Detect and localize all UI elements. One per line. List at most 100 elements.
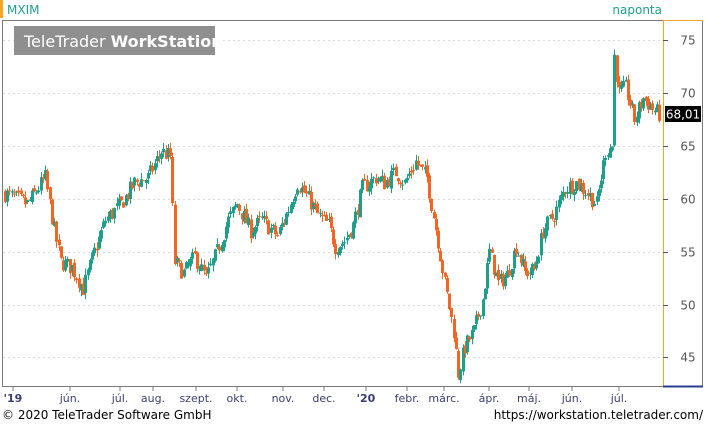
candle-up [270,227,273,233]
candle-down [131,182,134,189]
candle-down [245,208,248,224]
candle-up [600,180,603,189]
candle-up [113,208,116,219]
candle-up [593,203,596,207]
candle-down [477,313,480,317]
candle-up [529,272,532,274]
candle-up [281,223,284,227]
candle-up [183,269,186,277]
candle-down [493,254,496,275]
candle-up [471,330,474,340]
candle-up [198,269,201,271]
candle-down [62,260,65,271]
candle-up [392,167,395,170]
candle-down [194,251,197,254]
candle-up [486,262,489,289]
candle-up [598,189,601,197]
candle-down [151,165,154,172]
candle-down [265,216,268,220]
candle-up [609,148,612,158]
candle-up [517,255,520,257]
candle-up [555,206,558,220]
candle-down [241,213,244,220]
candle-up [232,206,235,214]
candle-up [53,222,56,226]
candle-up [236,204,239,208]
candle-up [511,268,514,278]
candle-up [31,190,34,203]
candle-up [372,177,375,179]
candle-down [397,178,400,182]
candle-up [191,252,194,259]
candle-down [305,191,308,194]
candle-down [334,244,337,255]
candle-up [145,179,148,183]
candle-up [638,102,641,119]
candle-down [82,283,85,295]
candle-down [136,179,139,182]
candle-up [569,181,572,195]
candle-down [618,81,621,88]
candle-up [573,192,576,195]
candle-up [292,201,295,207]
candle-down [437,230,440,249]
candle-up [622,81,625,87]
candle-down [410,171,413,173]
x-tick-label: okt. [227,392,248,405]
candle-down [366,180,369,192]
candle-down [453,319,456,338]
candle-up [200,264,203,271]
candle-up [91,252,94,260]
watermark-box [14,26,215,55]
candle-down [542,232,545,238]
candle-up [361,179,364,190]
candle-down [218,246,221,251]
candle-up [140,179,143,187]
candle-down [395,166,398,177]
candle-down [73,262,76,278]
x-tick-label: máj. [517,392,541,405]
candle-up [354,211,357,224]
candle-up [234,205,237,208]
candle-up [109,211,112,220]
candle-down [578,178,581,190]
candle-down [587,193,590,196]
candle-down [426,165,429,177]
candle-up [93,247,96,254]
y-tick-label: 60 [680,193,695,207]
candle-down [78,278,81,288]
candle-down [51,199,54,225]
candle-up [500,273,503,279]
candle-up [176,258,179,263]
candle-up [44,170,47,180]
candle-up [64,260,67,271]
candle-up [404,179,407,183]
candle-up [459,369,462,381]
copyright-text: © 2020 TeleTrader Software GmbH [2,408,212,422]
candle-down [258,216,261,218]
candle-down [551,213,554,219]
candle-down [33,188,36,192]
candle-up [495,272,498,277]
candle-down [444,272,447,277]
candle-up [66,258,69,262]
candle-down [127,194,130,199]
candle-down [591,193,594,208]
candle-up [118,198,121,206]
candle-down [375,178,378,184]
candle-up [522,258,525,266]
candle-down [383,175,386,190]
candle-up [359,189,362,218]
candle-up [584,195,587,197]
candle-up [540,233,543,256]
candle-down [169,148,172,156]
candle-up [162,148,165,153]
candle-up [247,217,250,225]
candle-down [399,182,402,185]
candle-up [462,347,465,372]
candle-down [196,252,199,269]
candle-down [321,215,324,217]
candle-up [187,264,190,266]
candle-up [285,213,288,225]
